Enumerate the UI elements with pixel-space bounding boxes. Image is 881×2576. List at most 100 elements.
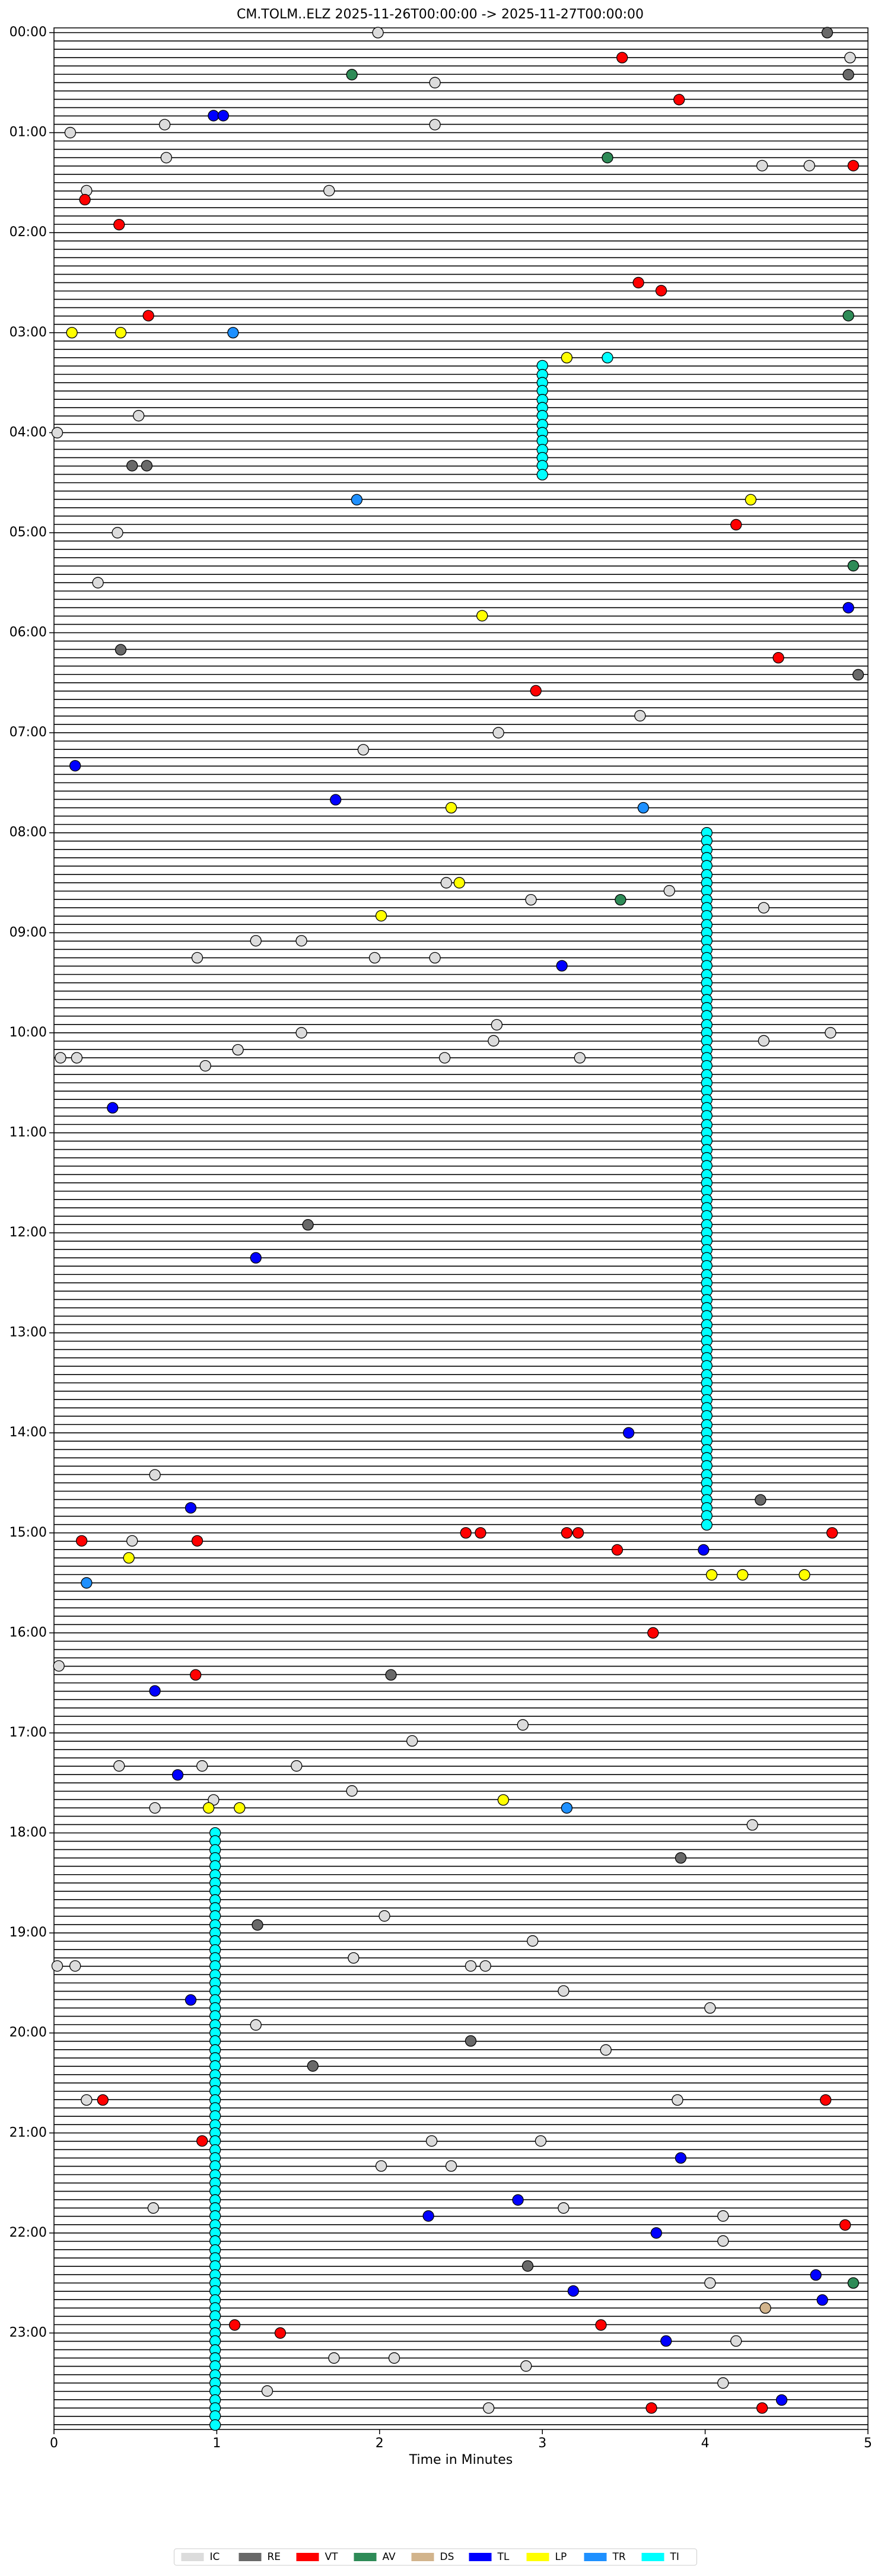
event-marker	[406, 1735, 418, 1747]
event-marker	[250, 2019, 262, 2031]
event-marker	[772, 651, 784, 664]
event-marker	[142, 310, 154, 322]
event-marker	[368, 952, 381, 964]
event-marker	[209, 2419, 221, 2431]
event-marker	[429, 119, 441, 131]
event-marker	[147, 2202, 160, 2214]
event-marker	[196, 1760, 208, 1772]
y-tick-label: 05:00	[9, 525, 47, 540]
event-marker	[51, 1960, 63, 1972]
event-marker	[379, 1910, 390, 1922]
event-marker	[232, 1044, 244, 1056]
event-marker	[81, 2094, 93, 2106]
event-marker	[730, 2335, 742, 2347]
y-tick-label: 18:00	[9, 1826, 47, 1840]
y-tick-label: 20:00	[9, 2025, 47, 2040]
y-tick-label: 13:00	[9, 1325, 47, 1340]
event-marker	[440, 877, 452, 889]
event-marker	[746, 1819, 758, 1831]
event-marker	[208, 110, 220, 122]
event-marker	[675, 2152, 687, 2164]
legend-label: TI	[670, 2551, 679, 2563]
event-marker	[826, 1527, 838, 1539]
legend-swatch	[526, 2553, 549, 2561]
event-marker	[445, 802, 457, 814]
y-tick-label: 09:00	[9, 925, 47, 940]
event-marker	[660, 2335, 672, 2347]
event-marker	[717, 2210, 729, 2222]
event-marker	[611, 1544, 624, 1556]
event-marker	[133, 410, 145, 422]
event-marker	[92, 577, 104, 589]
event-marker	[351, 494, 363, 505]
event-marker	[852, 669, 864, 680]
event-marker	[330, 794, 342, 806]
event-marker	[615, 893, 626, 906]
event-marker	[756, 160, 768, 171]
legend-swatch	[296, 2553, 319, 2561]
event-marker	[171, 1769, 184, 1781]
event-marker	[160, 152, 172, 164]
event-marker	[465, 2035, 477, 2047]
event-marker	[261, 2385, 273, 2397]
event-marker	[803, 160, 815, 171]
legend-swatch	[584, 2553, 607, 2561]
event-marker	[69, 1960, 81, 1972]
axes-frame	[53, 27, 869, 2430]
event-marker	[422, 2210, 434, 2222]
y-tick-label: 10:00	[9, 1025, 47, 1040]
event-marker	[645, 2402, 657, 2414]
event-marker	[66, 327, 78, 339]
event-marker	[572, 1527, 584, 1539]
event-marker	[842, 310, 854, 322]
event-marker	[701, 1519, 713, 1531]
event-marker	[622, 1427, 635, 1439]
event-marker	[717, 2235, 729, 2247]
event-marker	[595, 2319, 607, 2331]
x-tick-label: 2	[376, 2436, 384, 2451]
event-marker	[844, 52, 856, 63]
event-marker	[295, 1027, 307, 1039]
event-marker	[190, 1669, 202, 1681]
event-marker	[113, 219, 125, 231]
event-marker	[357, 744, 370, 756]
event-marker	[775, 2394, 788, 2406]
event-marker	[123, 1552, 135, 1564]
event-marker	[191, 1535, 203, 1547]
y-tick-label: 19:00	[9, 1925, 47, 1940]
event-marker	[465, 1960, 477, 1972]
event-marker	[149, 1685, 161, 1697]
event-marker	[252, 1919, 263, 1931]
event-marker	[521, 2260, 534, 2272]
event-marker	[53, 1660, 65, 1672]
event-marker	[429, 952, 441, 964]
event-marker	[97, 2094, 109, 2106]
event-marker	[460, 1527, 472, 1539]
legend-label: TL	[497, 2551, 510, 2563]
event-marker	[482, 2402, 495, 2414]
event-marker	[425, 2135, 438, 2147]
legend-label: RE	[268, 2551, 281, 2563]
event-marker	[675, 1852, 687, 1864]
event-marker	[328, 2352, 340, 2364]
event-marker	[388, 2352, 400, 2364]
event-marker	[346, 69, 358, 81]
event-marker	[602, 352, 613, 364]
event-marker	[372, 27, 384, 39]
y-tick-label: 23:00	[9, 2325, 47, 2340]
event-marker	[574, 1052, 586, 1064]
event-marker	[820, 2094, 832, 2106]
x-tick-label: 0	[50, 2436, 58, 2451]
event-marker	[196, 2135, 208, 2147]
event-marker	[663, 885, 675, 897]
legend-label: DS	[440, 2551, 454, 2563]
y-tick-label: 02:00	[9, 225, 47, 240]
event-marker	[250, 1252, 262, 1264]
event-marker	[81, 1577, 93, 1589]
event-marker	[203, 1802, 215, 1814]
y-tick-label: 01:00	[9, 125, 47, 140]
event-marker	[295, 935, 307, 947]
event-marker	[536, 469, 548, 481]
